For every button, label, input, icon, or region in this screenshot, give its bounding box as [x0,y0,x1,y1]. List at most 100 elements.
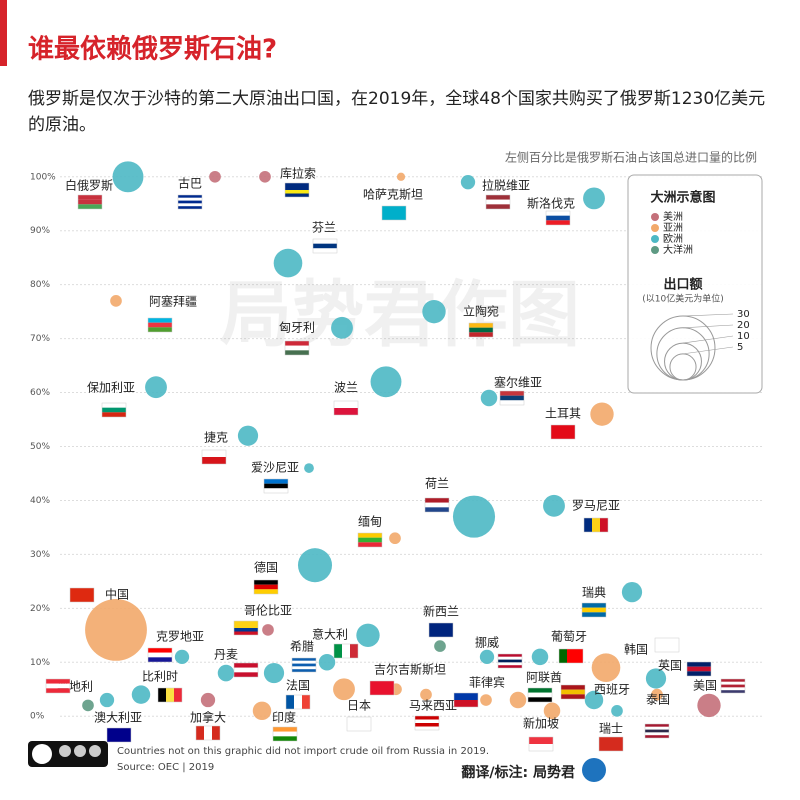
flag-border [550,424,576,440]
flag-stripe [234,672,258,677]
flag-stripe [334,401,358,408]
country-label: 德国 [254,560,278,575]
flag [284,182,310,198]
flag-stripe [178,206,202,209]
legend-marker [651,213,659,221]
flag [583,517,609,533]
country-label: 爱沙尼亚 [251,461,299,475]
flag-border [284,182,310,198]
flag-stripe [234,628,258,632]
bubble [237,425,259,446]
flag-border [720,678,746,694]
country-label: 菲律宾 [469,675,505,690]
bubble [85,599,147,661]
y-tick-label: 90% [30,226,50,236]
flag-border [312,238,338,254]
flag-stripe [645,724,669,727]
country-label: 土耳其 [545,407,581,421]
flag-stripe [498,662,522,666]
flag-border [528,736,554,752]
bubble [252,701,272,721]
bubble [110,295,122,307]
bubble [611,704,623,717]
cc-icon [89,745,101,757]
bubble [304,463,314,473]
note: 左侧百分比是俄罗斯石油占该国总进口量的比例 [505,150,757,165]
bubble [174,649,190,665]
bubble [262,624,274,636]
country-label: 葡萄牙 [551,630,587,644]
flag-border [497,653,523,669]
bubble [209,170,221,183]
flag-border [177,194,203,210]
flag-border [253,579,279,595]
flag-stripe [498,659,522,663]
flag [644,723,670,739]
flag-stripe [178,195,202,198]
flag-stripe [721,679,745,682]
size-legend-leader [682,346,734,355]
flag-stripe [285,190,309,194]
logo [582,758,606,782]
bubble [543,494,565,517]
flag-stripe [285,345,309,351]
flag-stripe [429,623,453,637]
bubble [509,691,527,709]
flag-stripe [285,186,309,190]
flag-stripe [500,395,524,401]
flag-stripe [107,728,131,742]
country-label: 吉尔吉斯斯坦 [374,662,446,677]
flag-border [233,662,259,678]
bubble [333,678,355,701]
flag-stripe [561,685,585,690]
flag-border [545,210,571,226]
country-label: 英国 [658,659,682,673]
flag-stripe [292,663,316,667]
country-label: 白俄罗斯 [65,178,113,193]
bubble [480,694,492,706]
flag [528,736,554,752]
country-label: 缅甸 [358,515,382,529]
country-label: 塞尔维亚 [494,375,542,390]
flag-stripe [148,652,172,658]
flag-stripe [370,681,394,695]
flag-stripe [78,199,102,205]
country-label: 新加坡 [523,716,559,731]
flag-stripe [178,203,202,207]
bubble [697,693,721,718]
y-tick-label: 100% [30,172,56,182]
flag-stripe [46,683,70,689]
y-tick-label: 30% [30,550,50,560]
flag-stripe [358,537,382,543]
country-label: 阿塞拜疆 [149,294,197,309]
size-legend-leader [682,335,734,344]
flag [157,687,183,703]
flag-border [428,622,454,638]
flag-stripe [528,688,552,693]
flag-stripe [645,732,669,736]
flag-stripe [415,719,439,723]
flag-border [346,716,372,732]
flag-stripe [148,657,172,662]
flag-stripe [425,498,449,503]
flag-stripe [212,726,220,740]
flag-stripe [313,248,337,253]
source: Source: OEC | 2019 [117,762,214,773]
country-label: 波兰 [334,381,358,395]
flag-stripe [158,688,166,702]
flag-stripe [415,723,439,727]
flag-stripe [334,644,342,658]
flag-border [560,684,586,700]
flag-stripe [148,327,172,332]
flag-stripe [687,671,711,676]
flag-stripe [313,243,337,249]
legend-marker [651,224,659,232]
flag [558,648,584,664]
flag-stripe [528,692,552,698]
country-label: 韩国 [624,642,648,657]
flag-stripe [202,450,226,457]
flag-stripe [600,518,608,532]
title-accent [0,0,7,66]
